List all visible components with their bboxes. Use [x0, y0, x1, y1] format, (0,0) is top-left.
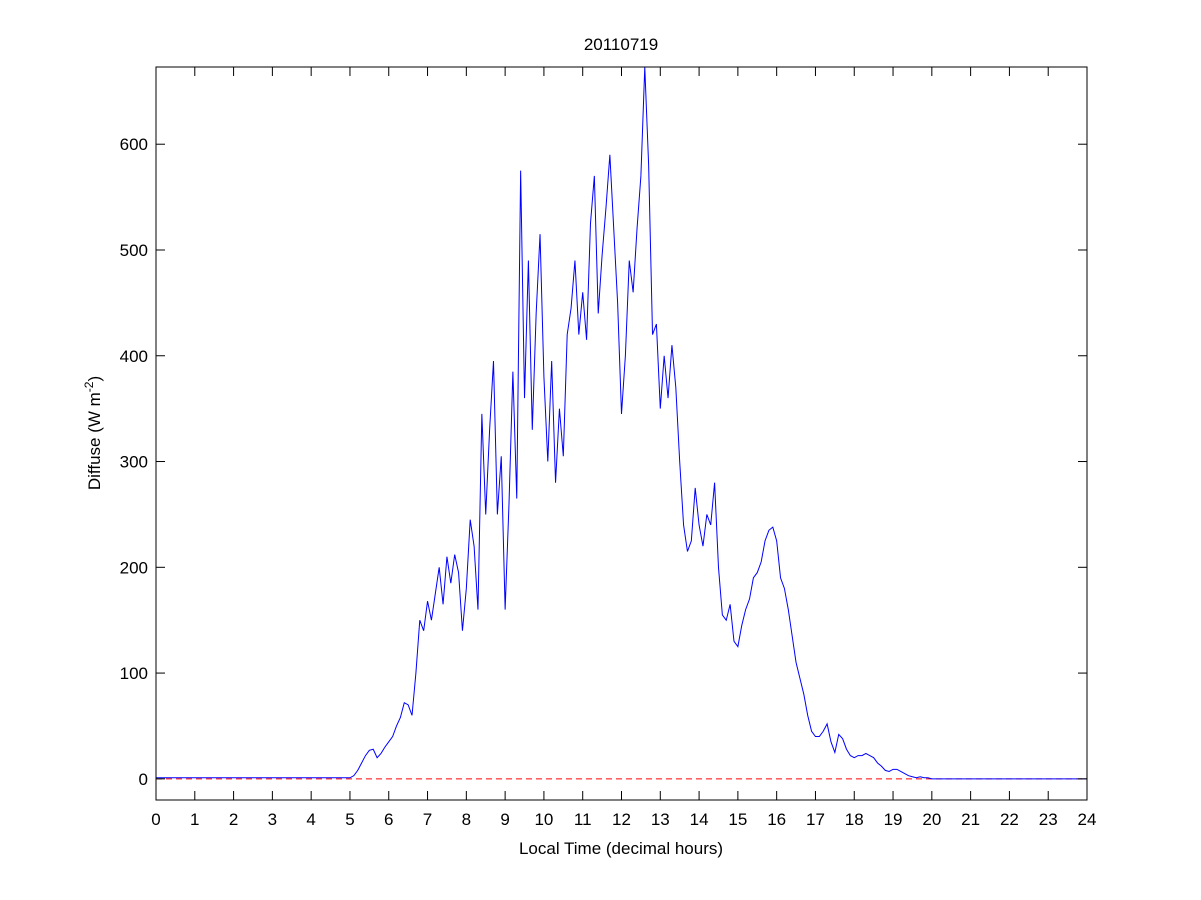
- x-tick-label: 7: [423, 810, 432, 829]
- chart-title: 20110719: [584, 35, 658, 54]
- x-tick-label: 21: [961, 810, 980, 829]
- y-tick-label: 200: [120, 558, 148, 577]
- x-tick-label: 0: [151, 810, 160, 829]
- y-axis-label-suffix: ): [85, 376, 104, 382]
- y-tick-label: 500: [120, 241, 148, 260]
- x-tick-label: 13: [651, 810, 670, 829]
- x-tick-label: 5: [345, 810, 354, 829]
- x-tick-label: 17: [806, 810, 825, 829]
- x-tick-label: 3: [268, 810, 277, 829]
- x-tick-label: 24: [1078, 810, 1097, 829]
- x-tick-label: 14: [690, 810, 709, 829]
- x-tick-label: 8: [462, 810, 471, 829]
- y-tick-label: 100: [120, 664, 148, 683]
- x-tick-label: 1: [190, 810, 199, 829]
- y-tick-label: 0: [139, 770, 148, 789]
- x-tick-label: 22: [1000, 810, 1019, 829]
- x-tick-label: 18: [845, 810, 864, 829]
- y-axis-label: Diffuse (W m-2): [82, 376, 104, 490]
- x-tick-label: 16: [767, 810, 786, 829]
- data-line: [156, 66, 1087, 780]
- x-tick-label: 11: [574, 810, 592, 829]
- y-tick-label: 600: [120, 135, 148, 154]
- x-tick-label: 4: [306, 810, 315, 829]
- x-tick-label: 6: [384, 810, 393, 829]
- x-axis-label: Local Time (decimal hours): [519, 839, 723, 858]
- x-tick-label: 2: [229, 810, 238, 829]
- y-axis-label-text: Diffuse (W m: [85, 392, 104, 490]
- x-tick-label: 20: [922, 810, 941, 829]
- x-tick-label: 15: [728, 810, 747, 829]
- x-tick-label: 19: [884, 810, 903, 829]
- y-axis-label-superscript: -2: [82, 381, 96, 392]
- x-tick-label: 10: [534, 810, 553, 829]
- x-tick-label: 9: [500, 810, 509, 829]
- x-tick-label: 12: [612, 810, 631, 829]
- y-tick-label: 400: [120, 347, 148, 366]
- y-tick-label: 300: [120, 453, 148, 472]
- x-tick-label: 23: [1039, 810, 1058, 829]
